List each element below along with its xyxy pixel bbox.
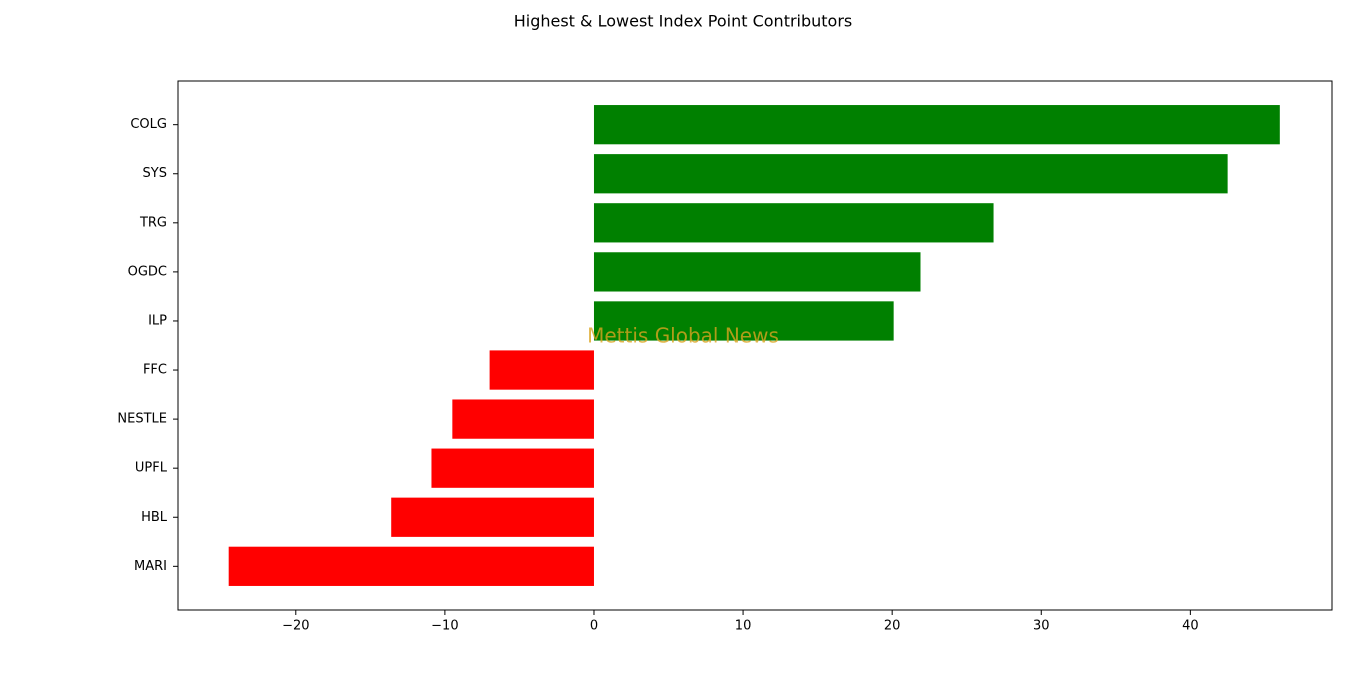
chart-title: Highest & Lowest Index Point Contributor… [514,12,853,31]
x-tick-label: 30 [1033,619,1050,634]
x-tick-label: 20 [884,619,901,634]
y-tick-label: TRG [139,215,167,230]
y-tick-label: HBL [141,510,168,525]
y-tick-label: COLG [130,117,167,132]
bar [431,448,594,488]
y-tick-label: NESTLE [117,412,167,427]
bar [593,203,994,243]
bar [593,301,894,341]
watermark: Mettis Global News [587,324,779,348]
x-tick-label: 10 [735,619,752,634]
bar [228,546,594,586]
bar [593,252,921,292]
x-tick-label: −10 [431,619,458,634]
x-tick-label: −20 [282,619,309,634]
y-tick-label: FFC [143,363,167,378]
y-tick-label: OGDC [128,264,167,279]
y-tick-label: ILP [148,313,167,328]
bar [391,497,594,537]
bar [593,105,1280,145]
bar [593,154,1228,194]
x-tick-label: 0 [590,619,598,634]
x-tick-label: 40 [1182,619,1199,634]
y-tick-label: MARI [134,559,167,574]
bar [489,350,594,390]
plot-frame [177,80,1333,611]
bar [452,399,594,439]
y-tick-label: SYS [143,166,167,181]
y-tick-label: UPFL [135,461,168,476]
